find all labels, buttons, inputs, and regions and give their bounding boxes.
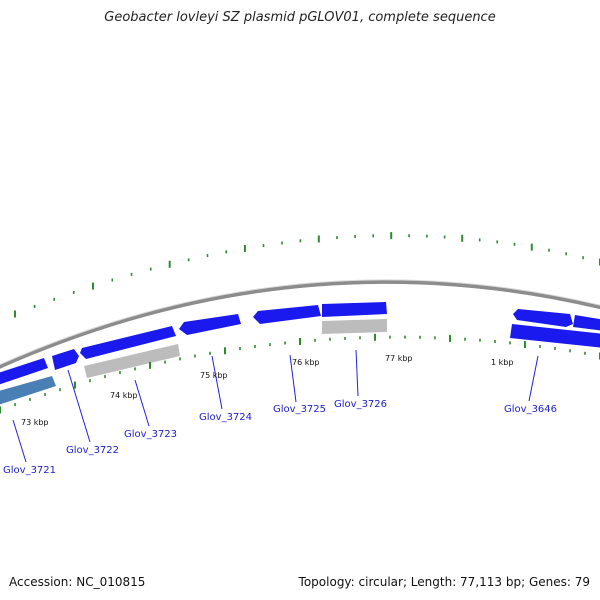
gene-label-glov-3725[interactable]: Glov_3725 bbox=[273, 404, 326, 415]
gene-upper-right-2[interactable] bbox=[573, 315, 600, 331]
leader-glov-3646 bbox=[528, 355, 539, 402]
map-title: Geobacter lovleyi SZ plasmid pGLOV01, co… bbox=[104, 10, 496, 25]
gene-grey-inner-2[interactable] bbox=[322, 319, 387, 334]
backbone-arc-highlight bbox=[0, 279, 600, 366]
tick-label-74kbp: 74 kbp bbox=[110, 391, 138, 400]
accession-text: Accession: NC_010815 bbox=[9, 575, 146, 589]
scale-labels: 73 kbp 74 kbp 75 kbp 76 kbp 77 kbp 1 kbp bbox=[21, 354, 513, 427]
tick-label-75kbp: 75 kbp bbox=[200, 371, 228, 380]
tick-label-77kbp: 77 kbp bbox=[385, 354, 413, 363]
gene-label-glov-3723[interactable]: Glov_3723 bbox=[124, 429, 177, 440]
gene-glov-3723[interactable] bbox=[80, 326, 176, 359]
gene-label-glov-3646[interactable]: Glov_3646 bbox=[504, 404, 557, 415]
leader-glov-3723 bbox=[134, 379, 150, 427]
tick-label-76kbp: 76 kbp bbox=[292, 358, 320, 367]
gene-grey-inner-1[interactable] bbox=[84, 344, 180, 378]
leader-glov-3726 bbox=[355, 349, 359, 397]
forward-genes bbox=[0, 302, 600, 386]
summary-text: Topology: circular; Length: 77,113 bp; G… bbox=[298, 575, 590, 589]
gene-label-glov-3722[interactable]: Glov_3722 bbox=[66, 445, 119, 456]
gene-glov-3726[interactable] bbox=[322, 302, 387, 317]
tick-label-1kbp: 1 kbp bbox=[491, 358, 513, 367]
gene-upper-right[interactable] bbox=[513, 309, 573, 327]
leader-glov-3724 bbox=[211, 355, 223, 410]
gene-teal-inner[interactable] bbox=[0, 376, 56, 406]
gene-label-glov-3721[interactable]: Glov_3721 bbox=[3, 465, 56, 476]
gene-glov-3725[interactable] bbox=[253, 305, 321, 324]
gene-label-glov-3724[interactable]: Glov_3724 bbox=[199, 412, 252, 423]
outer-tick-ring bbox=[14, 232, 600, 318]
label-leaders bbox=[12, 349, 539, 463]
gene-labels: Glov_3721 Glov_3722 Glov_3723 Glov_3724 … bbox=[3, 399, 557, 476]
gene-glov-3646[interactable] bbox=[510, 324, 600, 348]
leader-glov-3721 bbox=[12, 419, 27, 463]
inner-genes bbox=[0, 319, 600, 406]
leader-glov-3722 bbox=[67, 369, 91, 443]
leader-glov-3725 bbox=[289, 354, 297, 403]
inner-tick-ring bbox=[0, 333, 600, 414]
tick-label-73kbp: 73 kbp bbox=[21, 418, 49, 427]
gene-label-glov-3726[interactable]: Glov_3726 bbox=[334, 399, 387, 410]
backbone-arc bbox=[0, 279, 600, 369]
gene-glov-3722[interactable] bbox=[52, 349, 79, 370]
gene-glov-3724[interactable] bbox=[179, 314, 241, 335]
gene-glov-3721[interactable] bbox=[0, 358, 48, 386]
